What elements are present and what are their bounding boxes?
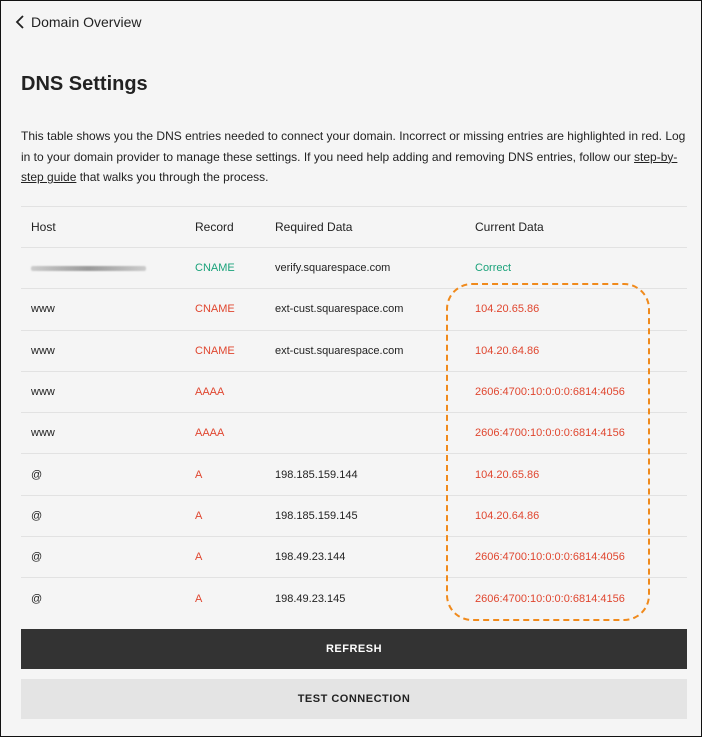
required-cell: ext-cust.squarespace.com xyxy=(275,303,404,316)
back-label: Domain Overview xyxy=(31,14,142,30)
required-cell: 198.49.23.144 xyxy=(275,551,346,564)
host-cell xyxy=(21,248,195,289)
required-cell xyxy=(275,413,475,454)
host-cell: @ xyxy=(31,468,43,481)
required-cell: 198.185.159.144 xyxy=(275,468,358,481)
record-cell: A xyxy=(195,509,203,522)
current-cell: 104.20.64.86 xyxy=(475,509,540,522)
required-cell: ext-cust.squarespace.com xyxy=(275,344,404,357)
record-cell: CNAME xyxy=(195,303,235,316)
host-cell: @ xyxy=(31,509,43,522)
host-cell: www xyxy=(31,386,55,399)
page-title: DNS Settings xyxy=(21,73,148,95)
required-cell: verify.squarespace.com xyxy=(275,262,391,275)
current-cell: 2606:4700:10:0:0:0:6814:4056 xyxy=(475,386,625,399)
host-cell: www xyxy=(31,344,55,357)
table-row: @ A 198.185.159.144 104.20.65.86 xyxy=(21,453,687,495)
current-cell: 2606:4700:10:0:0:0:6814:4056 xyxy=(475,551,625,564)
current-cell: Correct xyxy=(475,262,512,275)
record-cell: CNAME xyxy=(195,344,235,357)
table-row: www AAAA 2606:4700:10:0:0:0:6814:4156 xyxy=(21,412,687,454)
host-cell: @ xyxy=(31,592,43,605)
required-cell xyxy=(275,371,475,412)
table-row: @ A 198.49.23.145 2606:4700:10:0:0:0:681… xyxy=(21,577,687,619)
current-cell: 104.20.65.86 xyxy=(475,468,540,481)
required-cell: 198.49.23.145 xyxy=(275,592,346,605)
refresh-button[interactable]: REFRESH xyxy=(21,629,687,669)
description-text-end: that walks you through the process. xyxy=(76,170,269,184)
header-current: Current Data xyxy=(475,220,544,234)
header-record: Record xyxy=(195,220,234,234)
description-text: This table shows you the DNS entries nee… xyxy=(21,129,686,164)
required-cell: 198.185.159.145 xyxy=(275,509,358,522)
record-cell: A xyxy=(195,592,203,605)
current-cell: 104.20.64.86 xyxy=(475,344,540,357)
dns-table: Host Record Required Data Current Data C… xyxy=(21,206,687,619)
current-cell: 2606:4700:10:0:0:0:6814:4156 xyxy=(475,427,625,440)
header-host: Host xyxy=(31,220,56,234)
description: This table shows you the DNS entries nee… xyxy=(21,126,686,188)
table-row: CNAME verify.squarespace.com Correct xyxy=(21,247,687,289)
chevron-left-icon xyxy=(15,15,24,29)
host-cell: www xyxy=(31,303,55,316)
header-required: Required Data xyxy=(275,220,353,234)
record-cell: CNAME xyxy=(195,262,235,275)
current-cell: 2606:4700:10:0:0:0:6814:4156 xyxy=(475,592,625,605)
current-cell: 104.20.65.86 xyxy=(475,303,540,316)
table-row: @ A 198.185.159.145 104.20.64.86 xyxy=(21,495,687,536)
host-cell: www xyxy=(31,427,55,440)
host-cell: @ xyxy=(31,551,43,564)
table-row: www CNAME ext-cust.squarespace.com 104.2… xyxy=(21,288,687,330)
redacted-host xyxy=(31,266,146,272)
record-cell: A xyxy=(195,551,203,564)
record-cell: A xyxy=(195,468,203,481)
table-row: www CNAME ext-cust.squarespace.com 104.2… xyxy=(21,330,687,371)
table-row: @ A 198.49.23.144 2606:4700:10:0:0:0:681… xyxy=(21,536,687,578)
record-cell: AAAA xyxy=(195,427,225,440)
test-connection-button[interactable]: TEST CONNECTION xyxy=(21,679,687,719)
table-row: www AAAA 2606:4700:10:0:0:0:6814:4056 xyxy=(21,371,687,412)
guide-link[interactable]: step-by-step guide xyxy=(21,149,678,185)
record-cell: AAAA xyxy=(195,386,225,399)
back-link[interactable]: Domain Overview xyxy=(15,14,141,30)
